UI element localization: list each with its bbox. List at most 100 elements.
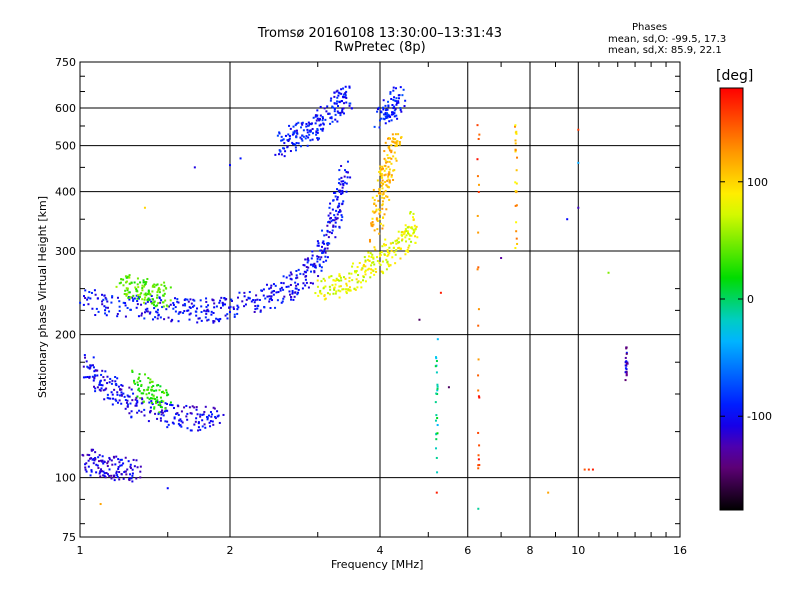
scatter-point <box>89 457 92 460</box>
scatter-point <box>230 299 233 302</box>
scatter-point <box>207 414 210 417</box>
scatter-point <box>313 262 316 265</box>
scatter-point <box>207 318 210 321</box>
scatter-point <box>190 412 193 415</box>
scatter-point <box>291 291 294 294</box>
scatter-point <box>212 299 215 302</box>
scatter-point <box>130 388 133 391</box>
scatter-point <box>104 388 107 391</box>
scatter-point <box>102 389 105 392</box>
scatter-point <box>370 268 373 271</box>
scatter-point <box>323 250 326 253</box>
scatter-point <box>116 315 119 318</box>
scatter-point <box>348 280 351 283</box>
scatter-point <box>308 133 311 136</box>
scatter-point <box>401 238 404 241</box>
scatter-point <box>415 225 418 228</box>
scatter-point <box>151 397 154 400</box>
scatter-point <box>222 413 225 416</box>
scatter-point <box>116 474 119 477</box>
scatter-point <box>338 296 341 299</box>
scatter-point <box>336 96 339 99</box>
scatter-point <box>166 420 169 423</box>
scatter-point <box>381 260 384 263</box>
scatter-point <box>103 305 106 308</box>
scatter-point <box>387 173 390 176</box>
scatter-point <box>278 131 281 134</box>
scatter-point <box>320 269 323 272</box>
scatter-point <box>327 236 330 239</box>
scatter-point <box>132 392 135 395</box>
colorbar-label: [deg] <box>716 68 754 84</box>
scatter-point <box>140 392 143 395</box>
scatter-point <box>306 257 309 260</box>
scatter-point <box>624 371 627 374</box>
scatter-point <box>155 389 158 392</box>
scatter-point <box>391 104 394 107</box>
scatter-point <box>346 171 349 174</box>
scatter-point <box>388 156 391 159</box>
scatter-point <box>129 473 132 476</box>
scatter-point <box>516 242 519 245</box>
scatter-point <box>346 176 349 179</box>
scatter-point <box>342 93 345 96</box>
scatter-point <box>391 133 394 136</box>
scatter-point <box>111 403 114 406</box>
scatter-point <box>88 291 91 294</box>
scatter-point <box>111 393 114 396</box>
scatter-point <box>288 124 291 127</box>
scatter-point <box>172 307 175 310</box>
scatter-point <box>123 471 126 474</box>
scatter-point <box>341 192 344 195</box>
scatter-point <box>120 388 123 391</box>
scatter-point <box>87 303 90 306</box>
scatter-point <box>146 310 149 313</box>
scatter-point <box>435 456 438 459</box>
scatter-point <box>119 464 122 467</box>
scatter-point <box>333 219 336 222</box>
scatter-point <box>370 256 373 259</box>
scatter-point <box>213 407 216 410</box>
scatter-point <box>82 303 85 306</box>
scatter-point <box>307 266 310 269</box>
scatter-point <box>320 266 323 269</box>
scatter-point <box>193 423 196 426</box>
scatter-point <box>109 397 112 400</box>
scatter-point <box>392 138 395 141</box>
scatter-point <box>402 88 405 91</box>
scatter-point <box>159 301 162 304</box>
scatter-point <box>477 324 480 327</box>
scatter-point <box>120 402 123 405</box>
scatter-point <box>392 86 395 89</box>
scatter-point <box>379 263 382 266</box>
scatter-point <box>515 190 518 193</box>
scatter-point <box>377 192 380 195</box>
scatter-point <box>344 169 347 172</box>
scatter-point <box>369 252 372 255</box>
scatter-point <box>373 246 376 249</box>
scatter-point <box>387 178 390 181</box>
scatter-point <box>341 202 344 205</box>
scatter-point <box>179 424 182 427</box>
scatter-point <box>388 114 391 117</box>
scatter-point <box>144 281 147 284</box>
scatter-point <box>95 369 98 372</box>
scatter-point <box>136 383 139 386</box>
scatter-point <box>400 247 403 250</box>
scatter-point <box>323 242 326 245</box>
scatter-point <box>200 319 203 322</box>
scatter-point <box>395 100 398 103</box>
scatter-point <box>357 280 360 283</box>
scatter-point <box>397 133 400 136</box>
scatter-point <box>318 119 321 122</box>
scatter-point <box>388 160 391 163</box>
scatter-point <box>118 309 121 312</box>
scatter-point <box>189 412 192 415</box>
scatter-point <box>338 101 341 104</box>
scatter-point <box>143 293 146 296</box>
scatter-point <box>372 188 375 191</box>
scatter-point <box>98 472 101 475</box>
scatter-point <box>384 122 387 125</box>
scatter-point <box>380 172 383 175</box>
scatter-point <box>148 312 151 315</box>
